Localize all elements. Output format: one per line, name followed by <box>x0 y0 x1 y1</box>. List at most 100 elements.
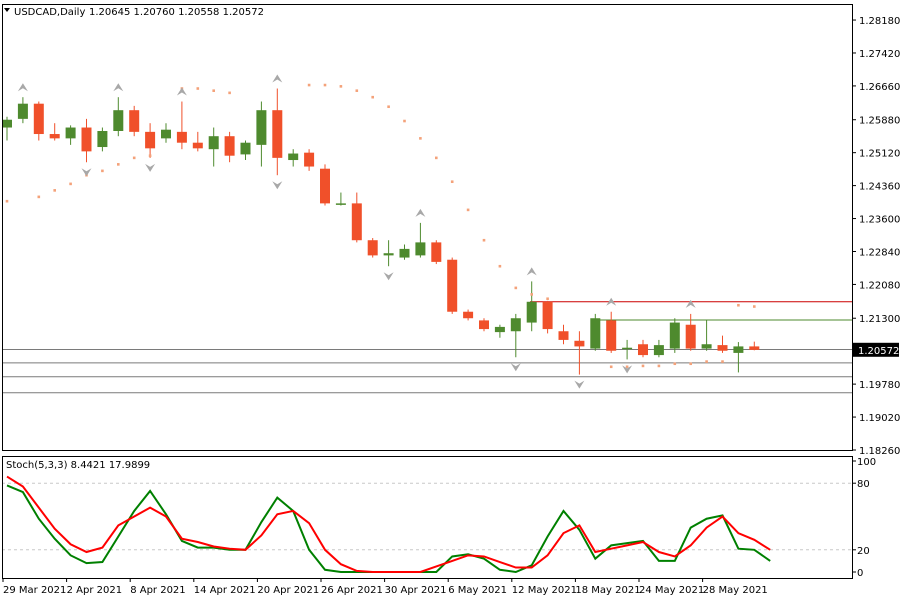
price-tick-label: 1.25120 <box>859 149 900 160</box>
stochastic-lines <box>2 475 852 574</box>
stochastic-axis: 100 80 20 0 <box>852 457 876 579</box>
psar-dot <box>689 362 692 366</box>
candle-body <box>463 311 474 319</box>
price-tick-label: 1.22080 <box>859 280 900 291</box>
psar-dot <box>323 83 327 87</box>
candle-body <box>81 127 92 152</box>
price-tick-label: 1.27420 <box>859 49 900 60</box>
price-tick-label: 1.21300 <box>859 314 900 325</box>
psar-dot <box>53 189 56 192</box>
price-tick-label: 1.19780 <box>859 380 900 391</box>
fractal-down-icon <box>622 365 633 374</box>
psar-dot <box>609 365 613 369</box>
candle-body <box>685 324 696 349</box>
candle-body <box>447 259 458 312</box>
candle-body <box>113 110 124 131</box>
candle-body <box>176 131 187 143</box>
candle-body <box>320 168 330 204</box>
time-tick-label: 26 Apr 2021 <box>321 585 383 596</box>
candle-body <box>479 320 489 330</box>
psar-dot <box>101 169 104 173</box>
candle-body <box>335 203 346 205</box>
psar-dot <box>403 119 406 123</box>
psar-dot <box>546 297 549 301</box>
price-tick-label: 1.28180 <box>859 16 900 27</box>
psar-dot <box>371 95 374 99</box>
candle-body <box>526 301 537 323</box>
psar-dot <box>514 286 518 290</box>
candle-body <box>399 248 410 258</box>
psar-dot <box>753 305 756 308</box>
candle-body <box>415 242 426 256</box>
parabolic-sar-dots <box>5 83 756 369</box>
candle-body <box>606 320 617 351</box>
candle-body <box>622 347 633 350</box>
psar-dot <box>117 163 120 166</box>
psar-dot <box>482 238 486 242</box>
stochastic-tick-label: 0 <box>857 568 863 579</box>
fractal-up-icon <box>685 299 696 308</box>
candle-body <box>17 103 28 119</box>
stochastic-main-line <box>6 484 771 574</box>
psar-dot <box>530 293 533 296</box>
candle-body <box>97 130 108 148</box>
candle-body <box>494 326 505 333</box>
ohlc-values: 1.20645 1.20760 1.20558 1.20572 <box>89 7 264 18</box>
frames <box>2 4 853 579</box>
stochastic-tick-label: 20 <box>857 546 870 557</box>
candle-body <box>590 318 601 349</box>
fractal-down-icon <box>81 168 92 177</box>
time-tick-label: 14 Apr 2021 <box>194 585 256 596</box>
candle-body <box>288 153 299 161</box>
candle-body <box>129 110 140 132</box>
price-pane-frame <box>2 4 853 451</box>
fractals <box>17 74 696 389</box>
stochastic-label: Stoch(5,3,3) 8.4421 17.9899 <box>6 460 150 471</box>
candle-body <box>304 152 315 167</box>
candle-body <box>272 110 283 158</box>
fractal-down-icon <box>510 363 521 372</box>
candle-body <box>558 331 569 340</box>
psar-dot <box>498 264 502 268</box>
price-tick-label: 1.25880 <box>859 116 900 127</box>
candle-body <box>351 203 362 241</box>
fractal-up-icon <box>606 297 617 306</box>
price-tick-label: 1.23600 <box>859 215 900 226</box>
candle-body <box>240 142 251 155</box>
stochastic-pane-frame <box>2 456 853 579</box>
price-axis: 1.28180 1.27420 1.26660 1.25880 1.25120 1.243… <box>852 16 900 457</box>
candle-body <box>431 242 442 262</box>
current-price-tag <box>853 342 899 357</box>
price-tick-label: 1.26660 <box>859 82 900 93</box>
time-tick-label: 12 May 2021 <box>512 585 577 596</box>
price-tick-label: 1.19020 <box>859 413 900 424</box>
time-tick-label: 2 Apr 2021 <box>67 585 122 596</box>
candle-body <box>33 103 44 135</box>
psar-dot <box>450 180 454 184</box>
time-tick-label: 28 May 2021 <box>703 585 768 596</box>
price-tick-label: 1.22840 <box>859 247 900 258</box>
symbol-label: USDCAD,Daily <box>14 7 85 18</box>
psar-dot <box>148 154 152 158</box>
psar-dot <box>37 195 41 199</box>
psar-dot <box>212 89 215 92</box>
time-tick-label: 24 May 2021 <box>639 585 704 596</box>
stochastic-signal-line <box>6 475 771 573</box>
psar-dot <box>387 105 390 109</box>
stochastic-tick-label: 80 <box>857 479 870 490</box>
candle-body <box>145 131 156 149</box>
fractal-down-icon <box>272 181 283 190</box>
symbol-dropdown-icon[interactable] <box>4 8 10 12</box>
current-price-label: 1.20572 <box>858 346 899 357</box>
fractal-up-icon <box>113 83 124 92</box>
psar-dot <box>69 182 72 186</box>
psar-dot <box>705 360 708 363</box>
candle-body <box>2 119 12 128</box>
time-tick-label: 18 May 2021 <box>575 585 640 596</box>
time-tick-label: 29 Mar 2021 <box>3 585 66 596</box>
psar-dot <box>673 362 677 366</box>
fractal-down-icon <box>145 163 156 172</box>
psar-dot <box>419 137 422 140</box>
